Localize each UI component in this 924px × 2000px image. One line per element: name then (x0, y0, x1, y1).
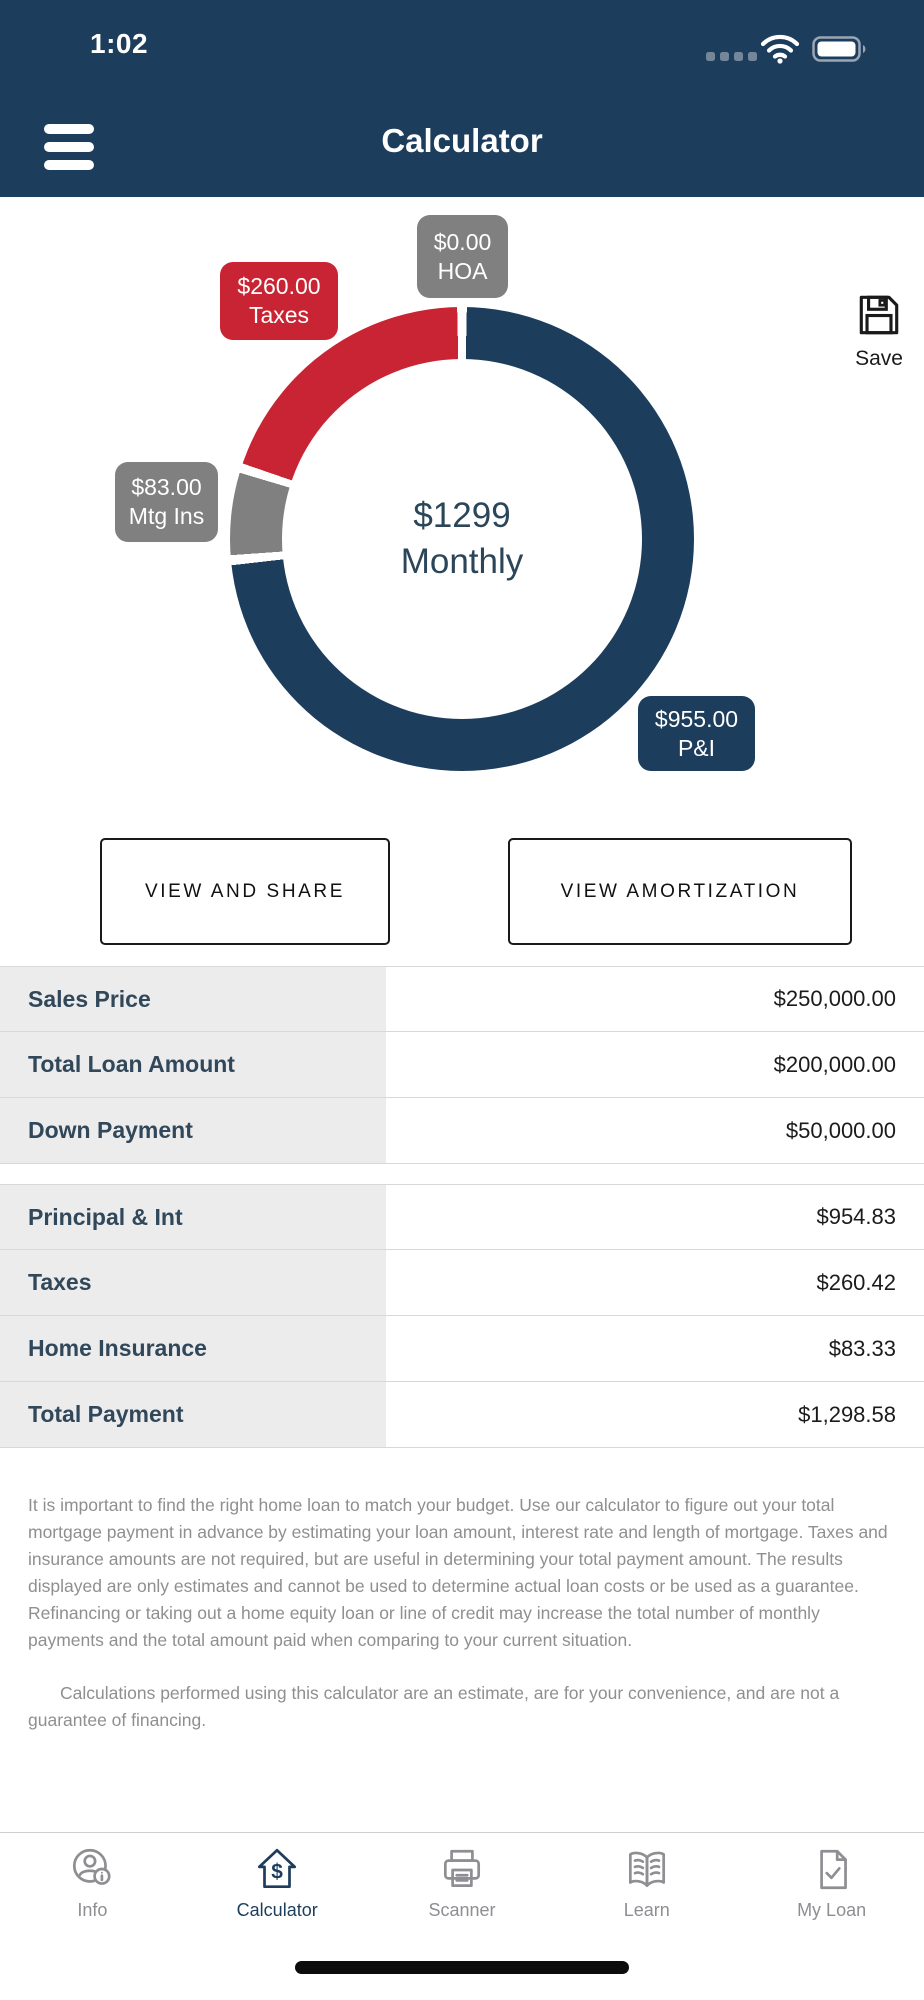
callout-mtg-ins: $83.00 Mtg Ins (115, 462, 218, 542)
callout-hoa-label: HOA (437, 257, 488, 284)
floppy-disk-icon (859, 295, 899, 335)
tab-my-loan[interactable]: My Loan (739, 1833, 924, 2000)
table-row-sales-price: Sales Price $250,000.00 (0, 966, 924, 1032)
row-label: Taxes (0, 1250, 386, 1315)
taxes-value: $260.42 (386, 1250, 924, 1315)
row-label: Down Payment (0, 1098, 386, 1163)
callout-pi: $955.00 P&I (638, 696, 755, 771)
tab-calculator[interactable]: $ Calculator (185, 1833, 370, 2000)
row-label: Principal & Int (0, 1185, 386, 1249)
home-insurance-value: $83.33 (386, 1316, 924, 1381)
donut-center-caption: Monthly (400, 542, 524, 581)
tab-label: Info (77, 1900, 108, 1920)
tab-label: My Loan (797, 1900, 867, 1920)
view-and-share-button[interactable]: VIEW AND SHARE (100, 838, 390, 945)
table-row-total-payment: Total Payment $1,298.58 (0, 1382, 924, 1448)
disclaimer-paragraph-1: It is important to find the right home l… (28, 1495, 888, 1650)
tab-label: Calculator (236, 1900, 318, 1920)
callout-mtg-ins-label: Mtg Ins (128, 503, 205, 529)
tab-label: Scanner (428, 1900, 496, 1920)
disclaimer-text: It is important to find the right home l… (28, 1492, 896, 1734)
house-dollar-icon: $ (258, 1848, 297, 1889)
menu-hamburger-icon[interactable] (44, 124, 94, 170)
open-book-icon (628, 1851, 665, 1887)
disclaimer-paragraph-2: Calculations performed using this calcul… (28, 1683, 840, 1730)
row-label: Total Payment (0, 1382, 386, 1447)
donut-center-value: $1299 (413, 496, 511, 535)
tab-label: Learn (623, 1900, 670, 1920)
printer-icon (443, 1849, 481, 1887)
tab-learn[interactable]: Learn (554, 1833, 739, 2000)
down-payment-value[interactable]: $50,000.00 (386, 1098, 924, 1163)
loan-inputs-table: Sales Price $250,000.00 Total Loan Amoun… (0, 966, 924, 1164)
callout-pi-label: P&I (677, 734, 716, 761)
header: 1:02 Calculator (0, 0, 924, 197)
table-row-taxes: Taxes $260.42 (0, 1250, 924, 1316)
callout-hoa: $0.00 HOA (417, 215, 508, 298)
wifi-icon (760, 34, 800, 64)
battery-icon (812, 36, 866, 62)
total-payment-value: $1,298.58 (386, 1382, 924, 1447)
page-title: Calculator (381, 122, 543, 159)
principal-int-value: $954.83 (386, 1185, 924, 1249)
table-row-principal-int: Principal & Int $954.83 (0, 1184, 924, 1250)
monthly-payment-donut-chart: $1299 Monthly (230, 307, 694, 771)
callout-taxes-label: Taxes (248, 302, 310, 328)
loan-results-table: Principal & Int $954.83 Taxes $260.42 Ho… (0, 1184, 924, 1448)
donut-hole: $1299 Monthly (282, 359, 642, 719)
callout-mtg-ins-value: $83.00 (131, 474, 202, 500)
callout-pi-value: $955.00 (654, 705, 739, 732)
person-info-icon (73, 1848, 111, 1885)
save-label: Save (855, 347, 903, 370)
row-label: Home Insurance (0, 1316, 386, 1381)
status-time: 1:02 (90, 28, 149, 59)
tab-scanner[interactable]: Scanner (370, 1833, 555, 2000)
sales-price-value[interactable]: $250,000.00 (386, 967, 924, 1031)
home-indicator[interactable] (295, 1961, 629, 1974)
view-amortization-button[interactable]: VIEW AMORTIZATION (508, 838, 852, 945)
document-check-icon (819, 1849, 847, 1890)
cellular-signal-icon (706, 52, 757, 61)
table-row-down-payment: Down Payment $50,000.00 (0, 1098, 924, 1164)
table-row-total-loan: Total Loan Amount $200,000.00 (0, 1032, 924, 1098)
table-row-home-insurance: Home Insurance $83.33 (0, 1316, 924, 1382)
row-label: Total Loan Amount (0, 1032, 386, 1097)
bottom-tab-bar: Info $ Calculator Scanner (0, 1832, 924, 2000)
callout-taxes-value: $260.00 (237, 273, 321, 299)
row-label: Sales Price (0, 967, 386, 1031)
callout-taxes: $260.00 Taxes (220, 262, 338, 340)
total-loan-value[interactable]: $200,000.00 (386, 1032, 924, 1097)
save-button[interactable]: Save (846, 290, 912, 371)
tab-info[interactable]: Info (0, 1833, 185, 2000)
svg-text:$: $ (271, 1860, 283, 1883)
callout-hoa-value: $0.00 (433, 228, 492, 255)
